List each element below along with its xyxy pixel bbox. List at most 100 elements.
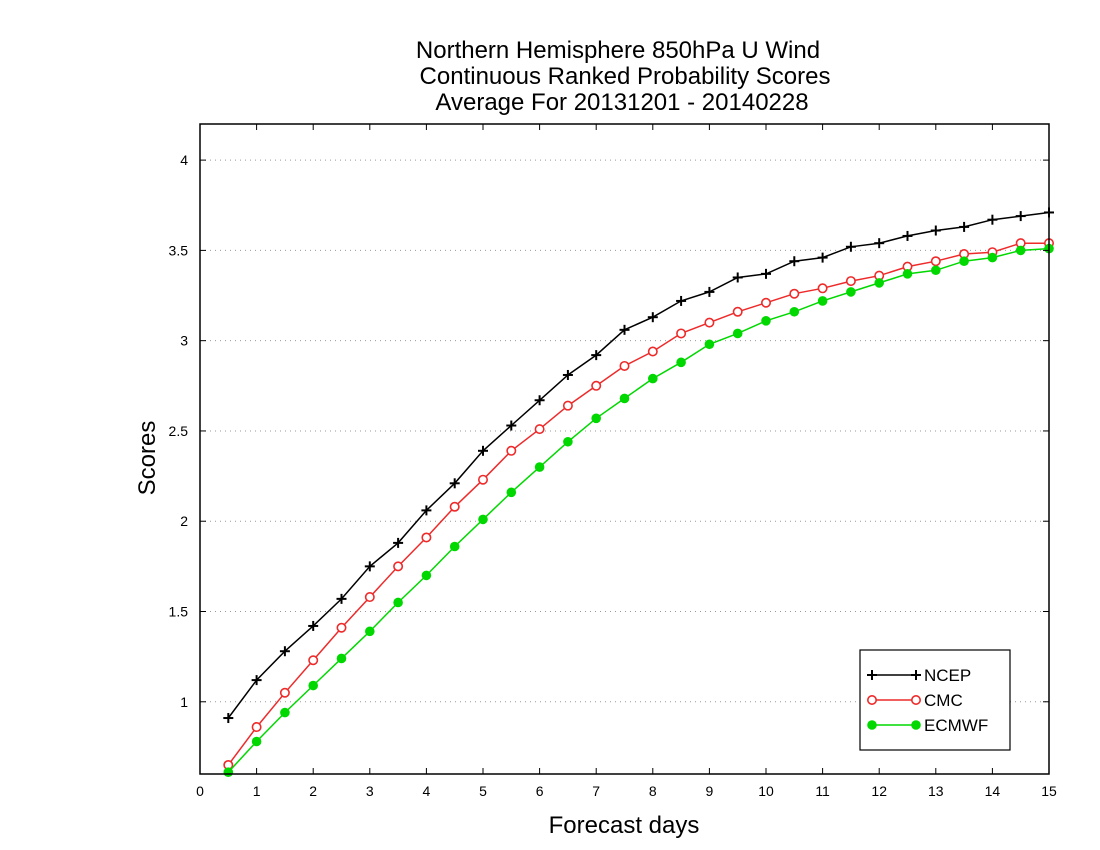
legend-marker <box>911 720 921 730</box>
data-point-ecmwf <box>902 269 913 279</box>
y-tick-label: 1 <box>180 694 188 710</box>
data-point-ncep <box>1015 211 1026 222</box>
data-point-ncep <box>421 505 432 516</box>
data-point-ncep <box>308 620 319 631</box>
data-point-cmc <box>732 306 743 317</box>
x-tick-label: 2 <box>309 783 317 799</box>
legend-label: ECMWF <box>924 716 988 735</box>
data-point-ecmwf <box>591 413 601 424</box>
data-point-ncep <box>732 272 743 283</box>
x-tick-label: 11 <box>815 783 830 799</box>
data-point-cmc <box>704 317 715 328</box>
data-point-ncep <box>930 225 941 236</box>
data-point-ecmwf <box>280 707 290 718</box>
x-tick-label: 13 <box>928 783 944 799</box>
data-point-ncep <box>223 713 234 724</box>
data-point-ncep <box>534 395 545 406</box>
x-tick-label: 15 <box>1041 783 1057 799</box>
data-point-ecmwf <box>846 287 856 297</box>
legend-marker <box>866 694 877 705</box>
data-point-ecmwf <box>761 316 771 326</box>
data-point-cmc <box>619 360 630 371</box>
data-point-cmc <box>308 655 319 666</box>
data-point-ncep <box>478 445 488 456</box>
data-point-ecmwf <box>223 767 234 777</box>
data-point-ncep <box>619 324 630 335</box>
data-point-cmc <box>845 276 856 287</box>
y-tick-label: 2.5 <box>169 423 189 439</box>
data-point-ecmwf <box>365 626 375 637</box>
data-point-ecmwf <box>987 252 998 263</box>
legend-marker <box>867 720 877 730</box>
data-point-ecmwf <box>959 256 969 267</box>
legend-entry-cmc: CMC <box>866 691 963 710</box>
data-point-cmc <box>477 474 488 485</box>
y-tick-label: 3 <box>180 333 188 349</box>
y-tick-label: 3.5 <box>169 242 189 258</box>
x-tick-label: 10 <box>758 783 774 799</box>
data-point-ncep <box>364 561 375 572</box>
data-point-ncep <box>761 268 771 279</box>
data-point-ncep <box>562 369 573 380</box>
data-point-cmc <box>364 592 375 603</box>
data-point-cmc <box>930 256 941 267</box>
data-point-ncep <box>336 593 347 604</box>
data-point-cmc <box>506 445 517 456</box>
x-tick-label: 4 <box>423 783 431 799</box>
y-tick-label: 2 <box>180 513 188 529</box>
chart-title-line-3: Average For 20131201 - 20140228 <box>435 89 808 116</box>
x-tick-label: 9 <box>706 783 714 799</box>
data-point-ncep <box>874 238 885 249</box>
legend: NCEP CMC ECMWF <box>859 649 1011 751</box>
x-tick-label: 8 <box>649 783 657 799</box>
plot-area-frame <box>199 123 1050 775</box>
data-point-ncep <box>279 646 290 657</box>
data-point-ecmwf <box>648 373 658 384</box>
series-ecmwf <box>223 243 1054 777</box>
x-tick-label: 0 <box>196 783 204 799</box>
data-point-cmc <box>562 400 573 411</box>
data-point-cmc <box>534 424 545 435</box>
x-axis: 0 1 2 3 4 5 6 7 8 9 10 11 12 13 14 15 <box>196 124 1057 799</box>
legend-marker <box>911 670 921 680</box>
data-point-ncep <box>647 312 658 323</box>
series-ncep <box>223 207 1054 724</box>
x-tick-label: 6 <box>536 783 544 799</box>
data-point-cmc <box>676 328 687 339</box>
data-point-ecmwf <box>817 296 828 306</box>
legend-marker <box>867 670 877 680</box>
data-point-cmc <box>817 283 828 294</box>
data-point-ecmwf <box>619 393 630 404</box>
data-point-ncep <box>845 241 856 252</box>
data-point-ncep <box>959 221 970 232</box>
x-tick-label: 1 <box>253 783 261 799</box>
legend-entry-ncep: NCEP <box>867 666 971 685</box>
data-point-cmc <box>647 346 658 357</box>
data-point-ncep <box>676 295 687 306</box>
y-axis: 1 1.5 2 2.5 3 3.5 4 <box>169 152 1049 710</box>
x-tick-label: 12 <box>871 783 887 799</box>
data-point-ecmwf <box>336 653 347 664</box>
x-tick-label: 3 <box>366 783 374 799</box>
series-cmc <box>223 238 1055 770</box>
series-layer <box>223 207 1055 777</box>
data-point-cmc <box>591 380 602 391</box>
legend-label: NCEP <box>924 666 971 685</box>
data-point-cmc <box>789 288 800 299</box>
legend-marker <box>910 694 921 705</box>
data-point-ncep <box>704 286 715 297</box>
data-point-ecmwf <box>308 680 319 691</box>
data-point-ecmwf <box>563 436 573 447</box>
series-line-ncep <box>227 211 1050 719</box>
data-point-ecmwf <box>251 736 262 747</box>
data-point-ecmwf <box>421 570 432 581</box>
data-point-ecmwf <box>393 597 403 608</box>
data-point-ecmwf <box>506 487 517 498</box>
data-point-cmc <box>449 501 460 512</box>
data-point-ecmwf <box>478 514 488 525</box>
y-tick-label: 1.5 <box>169 604 189 620</box>
legend-label: CMC <box>924 691 963 710</box>
data-point-cmc <box>421 532 432 543</box>
data-point-ncep <box>817 252 828 263</box>
